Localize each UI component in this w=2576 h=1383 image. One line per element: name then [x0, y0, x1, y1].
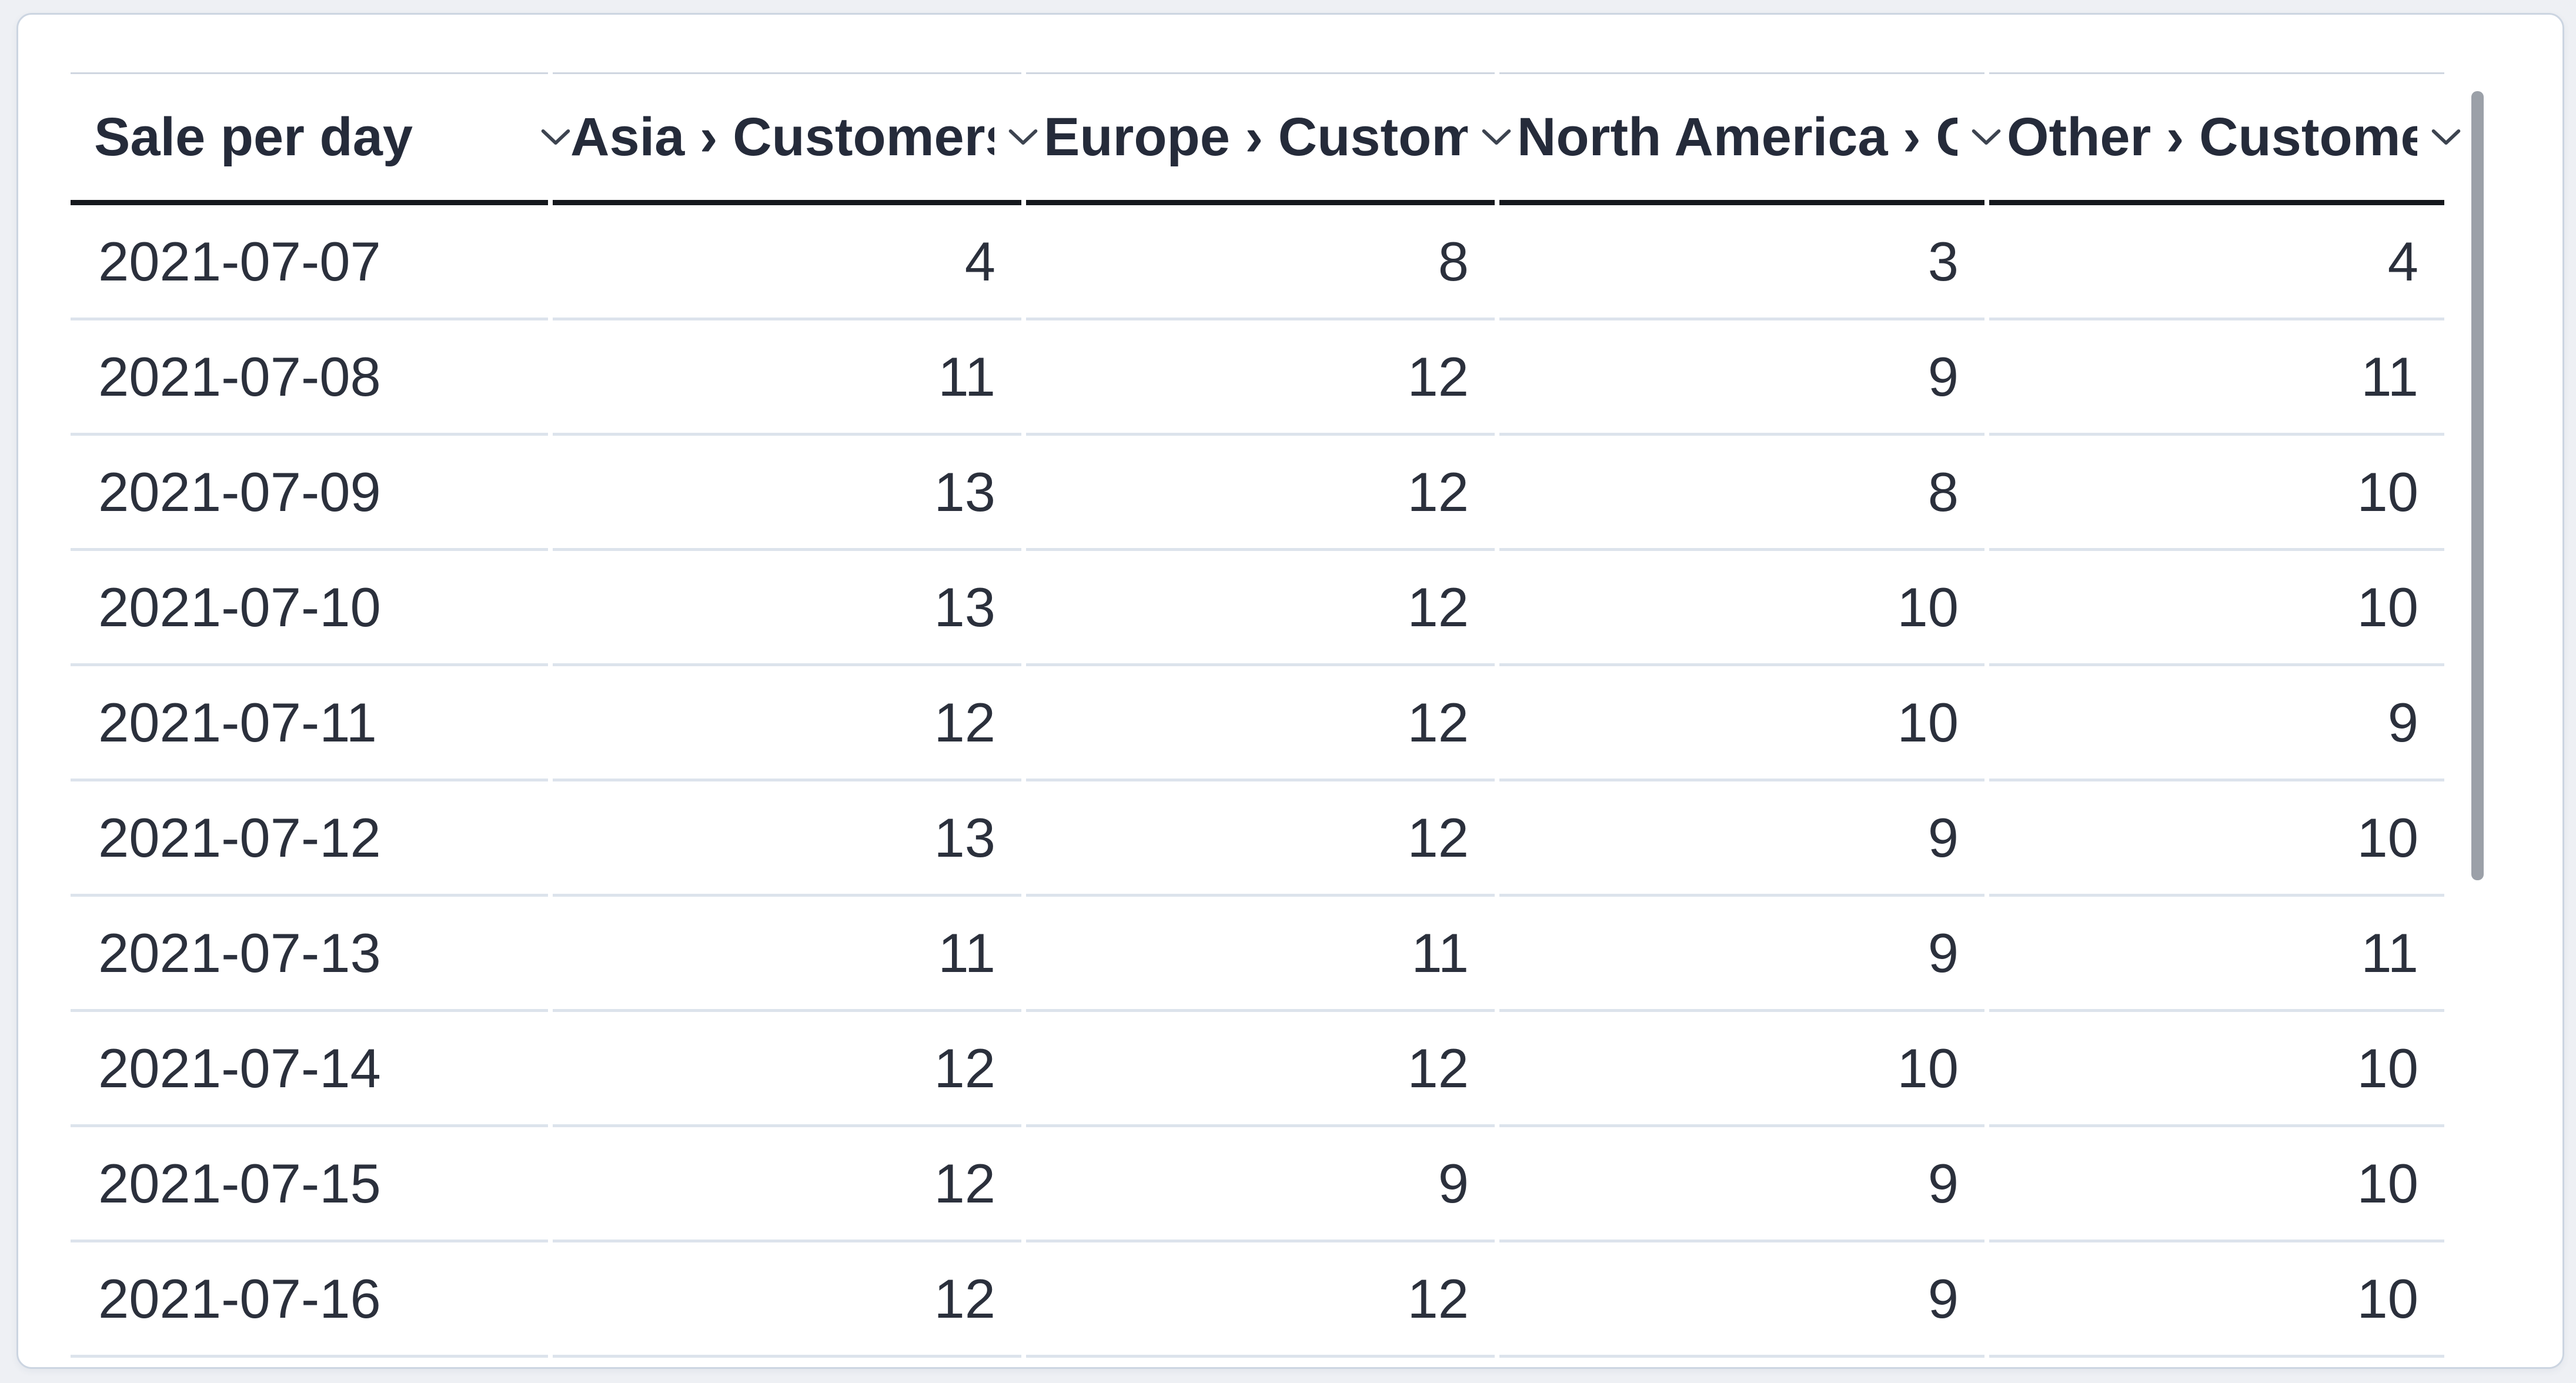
value-cell-europe[interactable]: 9 — [1026, 1127, 1495, 1242]
value-cell-other[interactable]: 4 — [1989, 205, 2444, 320]
value-cell-north_america[interactable]: 9 — [1499, 1242, 1984, 1358]
chevron-down-icon[interactable] — [1970, 128, 2002, 146]
table-row: 2021-07-16 12 12 9 10 — [71, 1242, 2444, 1358]
value-cell-asia[interactable]: 12 — [553, 1127, 1021, 1242]
value-cell-europe[interactable]: 11 — [1026, 897, 1495, 1012]
column-header-label: Asia › Customers — [570, 106, 994, 167]
table-body: 2021-07-07 4 8 3 4 2021-07-08 11 12 9 11 2021-07-0… — [71, 205, 2444, 1358]
date-cell[interactable]: 2021-07-09 — [71, 436, 548, 551]
value-cell-other[interactable]: 10 — [1989, 551, 2444, 666]
column-header-north_america[interactable]: North America › Customers — [1499, 72, 2001, 205]
value-cell-europe[interactable]: 12 — [1026, 666, 1495, 781]
value-cell-asia[interactable]: 11 — [553, 320, 1021, 436]
value-cell-other[interactable]: 10 — [1989, 1012, 2444, 1127]
table-row: 2021-07-08 11 12 9 11 — [71, 320, 2444, 436]
value-cell-asia[interactable]: 13 — [553, 551, 1021, 666]
date-cell[interactable]: 2021-07-16 — [71, 1242, 548, 1358]
column-header-label: Other › Customers — [2007, 106, 2417, 167]
column-header-date[interactable]: Sale per day — [71, 72, 570, 205]
value-cell-europe[interactable]: 12 — [1026, 436, 1495, 551]
value-cell-north_america[interactable]: 9 — [1499, 781, 1984, 897]
value-cell-europe[interactable]: 12 — [1026, 781, 1495, 897]
table-row: 2021-07-09 13 12 8 10 — [71, 436, 2444, 551]
value-cell-north_america[interactable]: 9 — [1499, 897, 1984, 1012]
table-row: 2021-07-10 13 12 10 10 — [71, 551, 2444, 666]
value-cell-europe[interactable]: 12 — [1026, 1012, 1495, 1127]
value-cell-europe[interactable]: 12 — [1026, 320, 1495, 436]
value-cell-europe[interactable]: 8 — [1026, 205, 1495, 320]
value-cell-europe[interactable]: 12 — [1026, 1242, 1495, 1358]
date-cell[interactable]: 2021-07-12 — [71, 781, 548, 897]
date-cell[interactable]: 2021-07-13 — [71, 897, 548, 1012]
value-cell-asia[interactable]: 12 — [553, 1012, 1021, 1127]
column-header-europe[interactable]: Europe › Customers — [1026, 72, 1511, 205]
value-cell-other[interactable]: 10 — [1989, 781, 2444, 897]
value-cell-europe[interactable]: 12 — [1026, 551, 1495, 666]
value-cell-asia[interactable]: 12 — [553, 666, 1021, 781]
column-header-label: North America › Customers — [1517, 106, 1957, 167]
value-cell-other[interactable]: 9 — [1989, 666, 2444, 781]
date-cell[interactable]: 2021-07-08 — [71, 320, 548, 436]
vertical-scrollbar-thumb[interactable] — [2471, 91, 2484, 880]
value-cell-other[interactable]: 10 — [1989, 436, 2444, 551]
date-cell[interactable]: 2021-07-07 — [71, 205, 548, 320]
column-header-other[interactable]: Other › Customers — [1989, 72, 2461, 205]
value-cell-asia[interactable]: 13 — [553, 436, 1021, 551]
value-cell-north_america[interactable]: 3 — [1499, 205, 1984, 320]
table-row: 2021-07-14 12 12 10 10 — [71, 1012, 2444, 1127]
value-cell-north_america[interactable]: 10 — [1499, 666, 1984, 781]
table-row: 2021-07-13 11 11 9 11 — [71, 897, 2444, 1012]
value-cell-north_america[interactable]: 9 — [1499, 1127, 1984, 1242]
sales-table-wrap: Sale per day Asia › Customers Europe › Cus… — [66, 72, 2461, 1358]
value-cell-north_america[interactable]: 9 — [1499, 320, 1984, 436]
date-cell[interactable]: 2021-07-11 — [71, 666, 548, 781]
date-cell[interactable]: 2021-07-15 — [71, 1127, 548, 1242]
header-row: Sale per day Asia › Customers Europe › Cus… — [71, 72, 2461, 205]
value-cell-other[interactable]: 10 — [1989, 1127, 2444, 1242]
column-header-label: Sale per day — [94, 106, 413, 167]
value-cell-other[interactable]: 10 — [1989, 1242, 2444, 1358]
value-cell-asia[interactable]: 11 — [553, 897, 1021, 1012]
table-row: 2021-07-15 12 9 9 10 — [71, 1127, 2444, 1242]
column-header-asia[interactable]: Asia › Customers — [553, 72, 1038, 205]
column-header-label: Europe › Customers — [1044, 106, 1468, 167]
value-cell-other[interactable]: 11 — [1989, 320, 2444, 436]
value-cell-north_america[interactable]: 8 — [1499, 436, 1984, 551]
table-row: 2021-07-12 13 12 9 10 — [71, 781, 2444, 897]
chevron-down-icon[interactable] — [1007, 128, 1039, 146]
value-cell-north_america[interactable]: 10 — [1499, 551, 1984, 666]
value-cell-asia[interactable]: 4 — [553, 205, 1021, 320]
table-row: 2021-07-11 12 12 10 9 — [71, 666, 2444, 781]
value-cell-north_america[interactable]: 10 — [1499, 1012, 1984, 1127]
value-cell-other[interactable]: 11 — [1989, 897, 2444, 1012]
sales-table: Sale per day Asia › Customers Europe › Cus… — [66, 72, 2461, 1358]
table-card: Sale per day Asia › Customers Europe › Cus… — [16, 13, 2564, 1369]
chevron-down-icon[interactable] — [2430, 128, 2462, 146]
table-row: 2021-07-07 4 8 3 4 — [71, 205, 2444, 320]
value-cell-asia[interactable]: 13 — [553, 781, 1021, 897]
date-cell[interactable]: 2021-07-14 — [71, 1012, 548, 1127]
table-header: Sale per day Asia › Customers Europe › Cus… — [71, 72, 2461, 205]
chevron-down-icon[interactable] — [540, 128, 572, 146]
chevron-down-icon[interactable] — [1481, 128, 1512, 146]
date-cell[interactable]: 2021-07-10 — [71, 551, 548, 666]
value-cell-asia[interactable]: 12 — [553, 1242, 1021, 1358]
